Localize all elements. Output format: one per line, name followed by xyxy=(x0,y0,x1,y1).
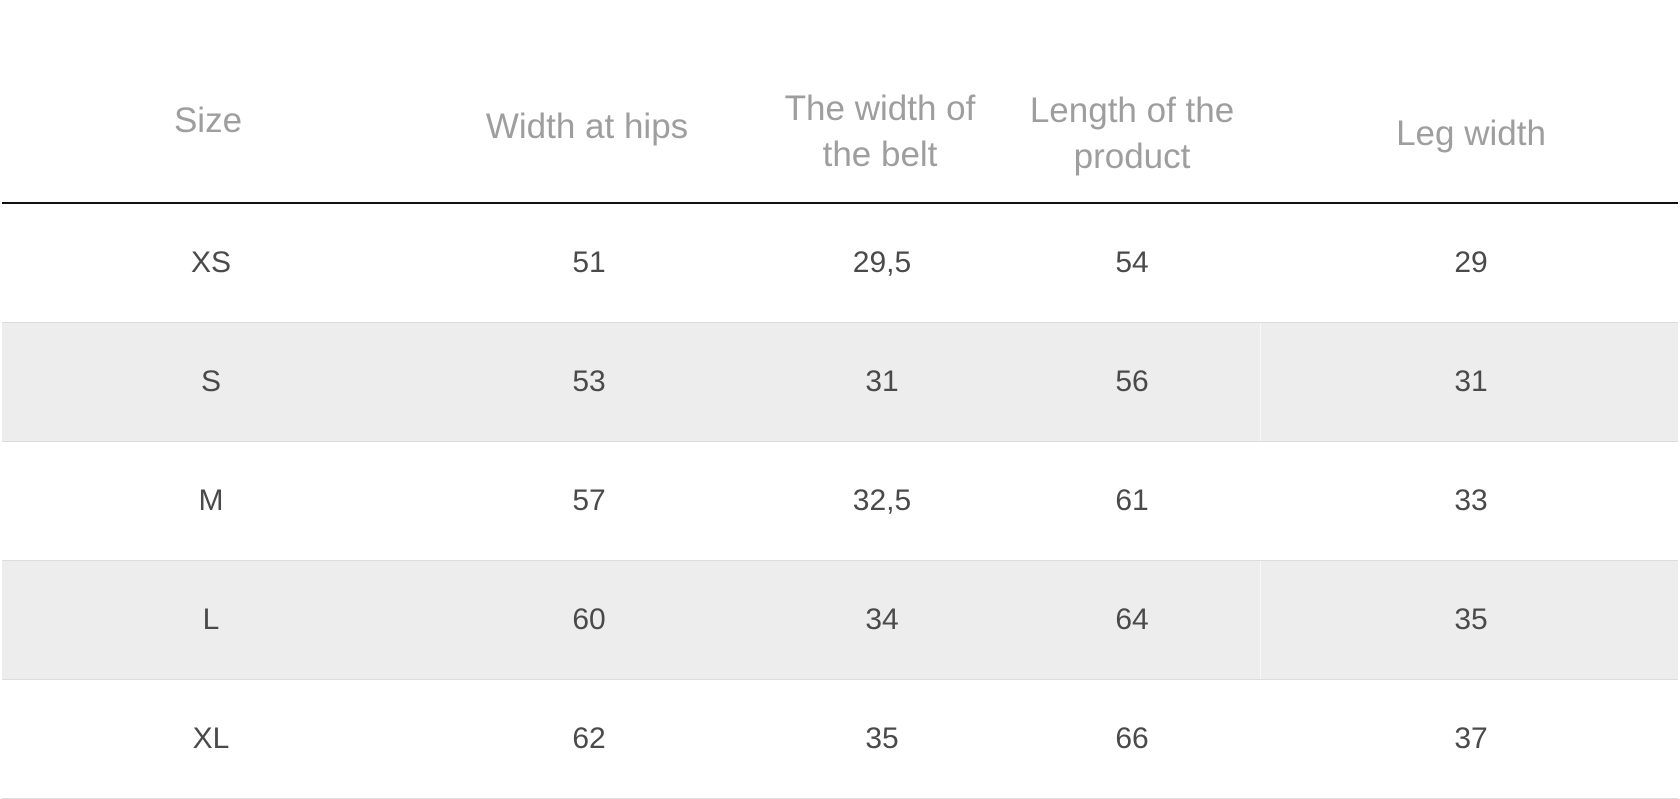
cell-belt-width: 31 xyxy=(865,365,899,398)
header-leg-width-line: Leg width xyxy=(1396,114,1546,153)
header-width-at-hips-line: Width at hips xyxy=(485,107,689,146)
table-row: XS 51 29,5 54 29 xyxy=(2,204,1678,323)
cell-belt-width: 29,5 xyxy=(852,246,912,279)
header-belt-width-line-2: the belt xyxy=(822,135,938,174)
cell-size: M xyxy=(198,484,224,517)
cell-product-length: 64 xyxy=(1115,603,1149,636)
table-row: M 57 32,5 61 33 xyxy=(2,442,1678,561)
header-leg-width: Leg width xyxy=(1264,111,1678,157)
cell-leg-width: 31 xyxy=(1454,365,1488,398)
row-divider xyxy=(1260,323,1261,441)
cell-size: S xyxy=(200,365,221,398)
header-belt-width: The width of the belt xyxy=(760,86,1000,178)
header-belt-width-line-1: The width of xyxy=(784,89,976,128)
cell-width-at-hips: 51 xyxy=(572,246,606,279)
table-row: XL 62 35 66 37 xyxy=(2,680,1678,799)
cell-width-at-hips: 62 xyxy=(572,722,606,755)
cell-width-at-hips: 57 xyxy=(572,484,606,517)
cell-belt-width: 32,5 xyxy=(852,484,912,517)
table-row: L 60 34 64 35 xyxy=(2,561,1678,680)
header-size: Size xyxy=(2,98,414,144)
cell-belt-width: 34 xyxy=(865,603,899,636)
cell-leg-width: 37 xyxy=(1454,722,1488,755)
header-width-at-hips: Width at hips xyxy=(414,104,760,150)
cell-leg-width: 29 xyxy=(1454,246,1488,279)
table-row: S 53 31 56 31 xyxy=(2,323,1678,442)
cell-product-length: 56 xyxy=(1115,365,1149,398)
cell-size: L xyxy=(202,603,220,636)
header-size-line: Size xyxy=(173,101,243,140)
header-product-length-line-1: Length of the xyxy=(1029,91,1235,130)
cell-product-length: 54 xyxy=(1115,246,1149,279)
cell-leg-width: 33 xyxy=(1454,484,1488,517)
cell-product-length: 61 xyxy=(1115,484,1149,517)
cell-width-at-hips: 53 xyxy=(572,365,606,398)
table-header-row: Size Width at hips The width of the belt… xyxy=(2,0,1678,204)
cell-leg-width: 35 xyxy=(1454,603,1488,636)
cell-product-length: 66 xyxy=(1115,722,1149,755)
cell-belt-width: 35 xyxy=(865,722,899,755)
cell-width-at-hips: 60 xyxy=(572,603,606,636)
row-divider xyxy=(1260,561,1261,679)
header-product-length: Length of the product xyxy=(1000,88,1264,180)
cell-size: XL xyxy=(192,722,230,755)
header-product-length-line-2: product xyxy=(1073,137,1191,176)
cell-size: XS xyxy=(190,246,232,279)
